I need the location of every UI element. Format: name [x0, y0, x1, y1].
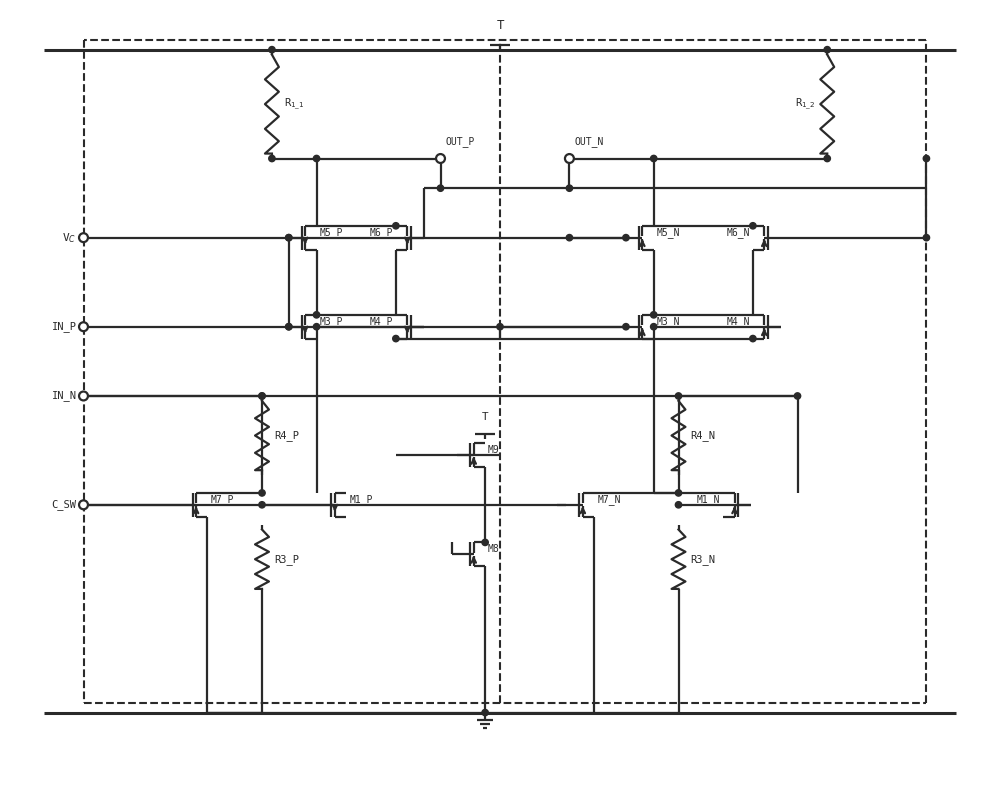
Circle shape [269, 46, 275, 53]
Circle shape [313, 312, 320, 318]
Circle shape [393, 222, 399, 229]
Text: M3_P: M3_P [320, 316, 343, 327]
Circle shape [313, 324, 320, 330]
Circle shape [675, 501, 682, 508]
Circle shape [259, 490, 265, 496]
Text: R3_P: R3_P [274, 554, 299, 564]
Circle shape [623, 324, 629, 330]
Circle shape [286, 324, 292, 330]
Text: M6_P: M6_P [369, 227, 393, 238]
Circle shape [923, 234, 930, 241]
Text: T: T [482, 412, 489, 422]
Text: M6_N: M6_N [726, 227, 750, 238]
Text: M4_P: M4_P [369, 316, 393, 327]
Circle shape [623, 234, 629, 241]
Text: OUT_N: OUT_N [574, 136, 604, 147]
Text: R3_N: R3_N [690, 554, 715, 564]
Text: M1_P: M1_P [349, 494, 373, 505]
Circle shape [651, 156, 657, 162]
Circle shape [79, 322, 88, 331]
Text: IN_N: IN_N [52, 391, 77, 402]
Text: T: T [496, 19, 504, 32]
Text: C_SW: C_SW [52, 499, 77, 510]
Circle shape [393, 336, 399, 342]
Text: OUT_P: OUT_P [445, 136, 475, 147]
Circle shape [269, 156, 275, 162]
Text: R4_P: R4_P [274, 430, 299, 441]
Text: R4_N: R4_N [690, 430, 715, 441]
Circle shape [313, 156, 320, 162]
Circle shape [651, 324, 657, 330]
Circle shape [259, 393, 265, 399]
Circle shape [79, 391, 88, 400]
Circle shape [482, 539, 488, 545]
Text: R$_{1\_2}$: R$_{1\_2}$ [795, 97, 815, 112]
Text: M5_P: M5_P [320, 227, 343, 238]
Text: M4_N: M4_N [726, 316, 750, 327]
Text: M7_N: M7_N [597, 494, 621, 505]
Circle shape [566, 234, 573, 241]
Circle shape [824, 156, 830, 162]
Circle shape [79, 501, 88, 509]
Circle shape [259, 501, 265, 508]
Circle shape [824, 46, 830, 53]
Circle shape [482, 710, 488, 716]
Circle shape [286, 234, 292, 241]
Text: M5_N: M5_N [657, 227, 680, 238]
Text: M3_N: M3_N [657, 316, 680, 327]
Circle shape [437, 185, 444, 191]
Text: M7_P: M7_P [210, 494, 234, 505]
Text: M1_N: M1_N [697, 494, 720, 505]
Circle shape [286, 324, 292, 330]
Circle shape [259, 393, 265, 399]
Circle shape [794, 393, 801, 399]
Circle shape [923, 156, 930, 162]
Text: R$_{1\_1}$: R$_{1\_1}$ [284, 97, 304, 112]
Circle shape [566, 185, 573, 191]
Circle shape [651, 312, 657, 318]
Circle shape [565, 154, 574, 163]
Text: V$_C$: V$_C$ [62, 231, 77, 244]
Circle shape [436, 154, 445, 163]
Text: M8: M8 [488, 545, 500, 554]
Circle shape [497, 324, 503, 330]
Circle shape [750, 336, 756, 342]
Text: IN_P: IN_P [52, 321, 77, 332]
Circle shape [675, 393, 682, 399]
Circle shape [286, 234, 292, 241]
Circle shape [79, 233, 88, 242]
Circle shape [750, 222, 756, 229]
Circle shape [675, 490, 682, 496]
Text: M9: M9 [488, 446, 500, 455]
